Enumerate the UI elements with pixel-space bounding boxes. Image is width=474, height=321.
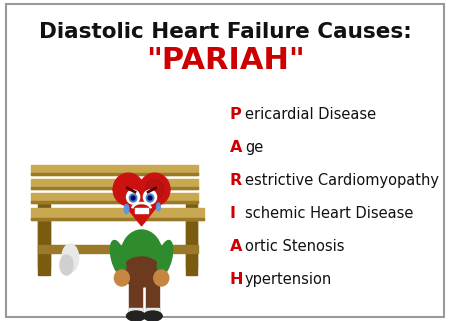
Bar [129,308,143,318]
Text: ge: ge [245,140,263,155]
Bar [31,187,198,189]
Bar [31,201,198,203]
Bar [146,308,159,318]
Circle shape [127,190,140,204]
Text: ypertension: ypertension [245,272,332,287]
Ellipse shape [157,240,173,275]
Circle shape [139,173,170,206]
Text: schemic Heart Disease: schemic Heart Disease [245,206,413,221]
Text: A: A [230,239,242,254]
Ellipse shape [156,203,160,211]
Bar [31,208,204,220]
Ellipse shape [62,244,79,272]
Circle shape [154,270,169,286]
Ellipse shape [110,240,126,275]
Text: H: H [230,272,243,287]
Ellipse shape [127,311,146,321]
Text: ericardial Disease: ericardial Disease [245,107,376,122]
Polygon shape [113,189,171,226]
Text: I: I [230,206,236,221]
Bar [31,173,198,175]
Circle shape [129,194,137,202]
Circle shape [144,190,156,204]
Text: R: R [230,173,242,188]
Text: A: A [230,140,242,155]
Bar [31,165,198,175]
Bar [31,193,198,203]
Ellipse shape [144,311,162,321]
Ellipse shape [121,230,162,280]
Bar [186,198,197,268]
Text: estrictive Cardiomyopathy: estrictive Cardiomyopathy [245,173,439,188]
Bar [31,179,198,189]
Bar [38,245,198,253]
Text: P: P [230,107,241,122]
Bar [38,220,50,275]
Bar [31,218,204,220]
Text: "PARIAH": "PARIAH" [146,46,304,75]
Text: ortic Stenosis: ortic Stenosis [245,239,344,254]
Bar [186,220,197,275]
Circle shape [146,194,154,202]
Ellipse shape [124,204,129,213]
Circle shape [148,196,152,200]
Bar [135,208,148,213]
Bar [146,278,159,316]
Text: Diastolic Heart Failure Causes:: Diastolic Heart Failure Causes: [39,22,411,42]
Bar [129,278,143,316]
Circle shape [114,270,129,286]
Circle shape [113,173,144,206]
Bar [38,198,50,268]
Circle shape [131,196,135,200]
Ellipse shape [122,257,161,287]
Circle shape [146,180,164,199]
FancyBboxPatch shape [7,4,444,317]
Ellipse shape [60,255,73,275]
